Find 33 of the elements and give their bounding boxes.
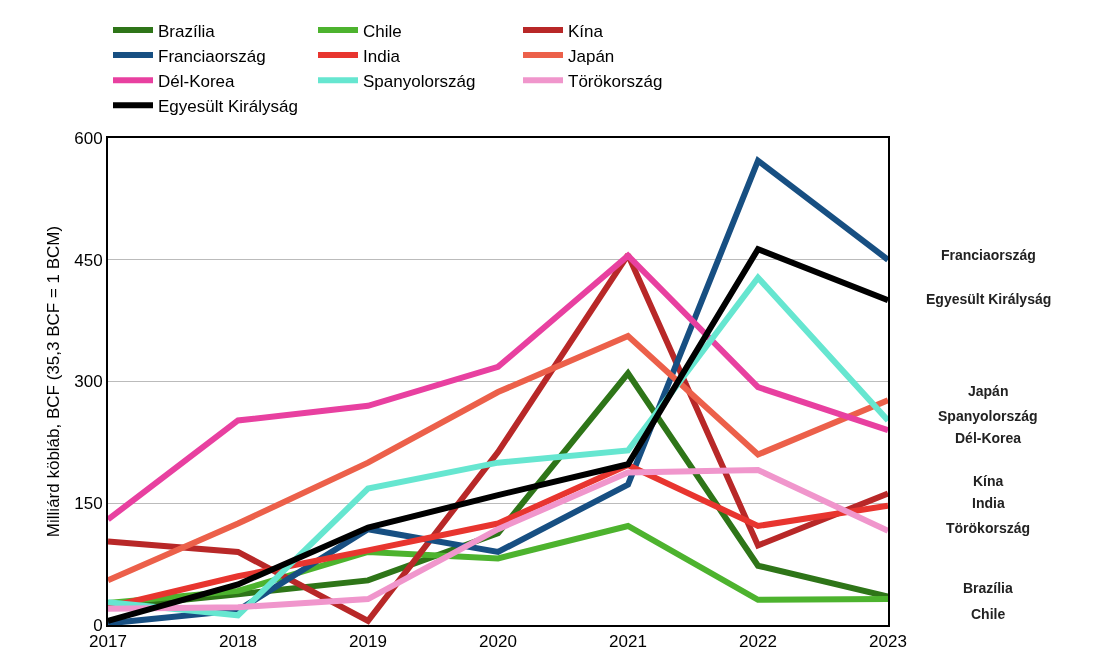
text: Chile <box>971 606 1006 622</box>
legend-label: Spanyolország <box>363 71 476 91</box>
text: Kína <box>973 473 1004 489</box>
text: Spanyolország <box>938 408 1038 424</box>
y-tick-label: 450 <box>74 250 103 270</box>
y-tick-label: 300 <box>74 372 103 392</box>
x-tick-label: 2022 <box>739 632 777 652</box>
legend-label: Egyesült Királyság <box>158 96 298 116</box>
text: Törökország <box>946 520 1031 536</box>
legend-label: Japán <box>568 46 615 66</box>
legend-label: Brazília <box>158 21 216 41</box>
x-tick-label: 2018 <box>219 632 257 652</box>
x-tick-label: 2017 <box>89 632 127 652</box>
y-tick-label: 150 <box>74 494 103 514</box>
legend-label: Chile <box>363 21 402 41</box>
y-tick-label: 0 <box>93 615 103 635</box>
legend-label: India <box>363 46 401 66</box>
text: India <box>972 495 1005 511</box>
y-axis-title: Milliárd köbláb, BCF (35,3 BCF = 1 BCM) <box>44 225 64 538</box>
x-tick-label: 2023 <box>869 632 907 652</box>
text: Japán <box>968 383 1009 399</box>
y-tick-label: 600 <box>74 128 103 148</box>
legend-label: Franciaország <box>158 46 266 66</box>
text: Franciaország <box>941 247 1036 263</box>
x-tick-label: 2021 <box>609 632 647 652</box>
text: Brazília <box>963 580 1014 596</box>
x-tick-label: 2020 <box>479 632 517 652</box>
text: Dél-Korea <box>955 430 1022 446</box>
x-tick-label: 2019 <box>349 632 387 652</box>
legend-label: Kína <box>568 21 604 41</box>
text: Egyesült Királyság <box>926 291 1052 307</box>
legend-label: Törökország <box>568 71 663 91</box>
legend-label: Dél-Korea <box>158 71 236 91</box>
